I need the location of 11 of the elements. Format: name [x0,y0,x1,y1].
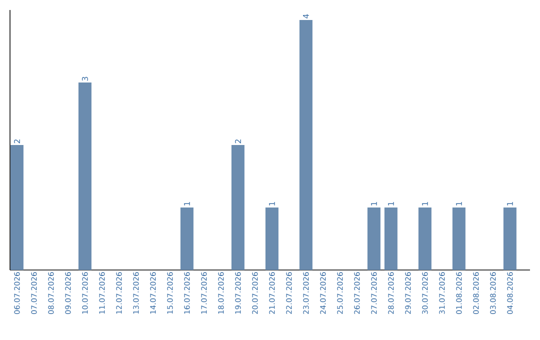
bar [452,208,466,270]
bar [299,20,312,270]
bar [384,208,398,270]
bar [418,208,432,270]
bar [180,208,194,270]
bar [10,144,24,270]
bar [367,208,380,270]
bar [231,144,244,270]
bar [78,82,92,270]
bar [265,208,278,270]
bar [503,208,516,270]
